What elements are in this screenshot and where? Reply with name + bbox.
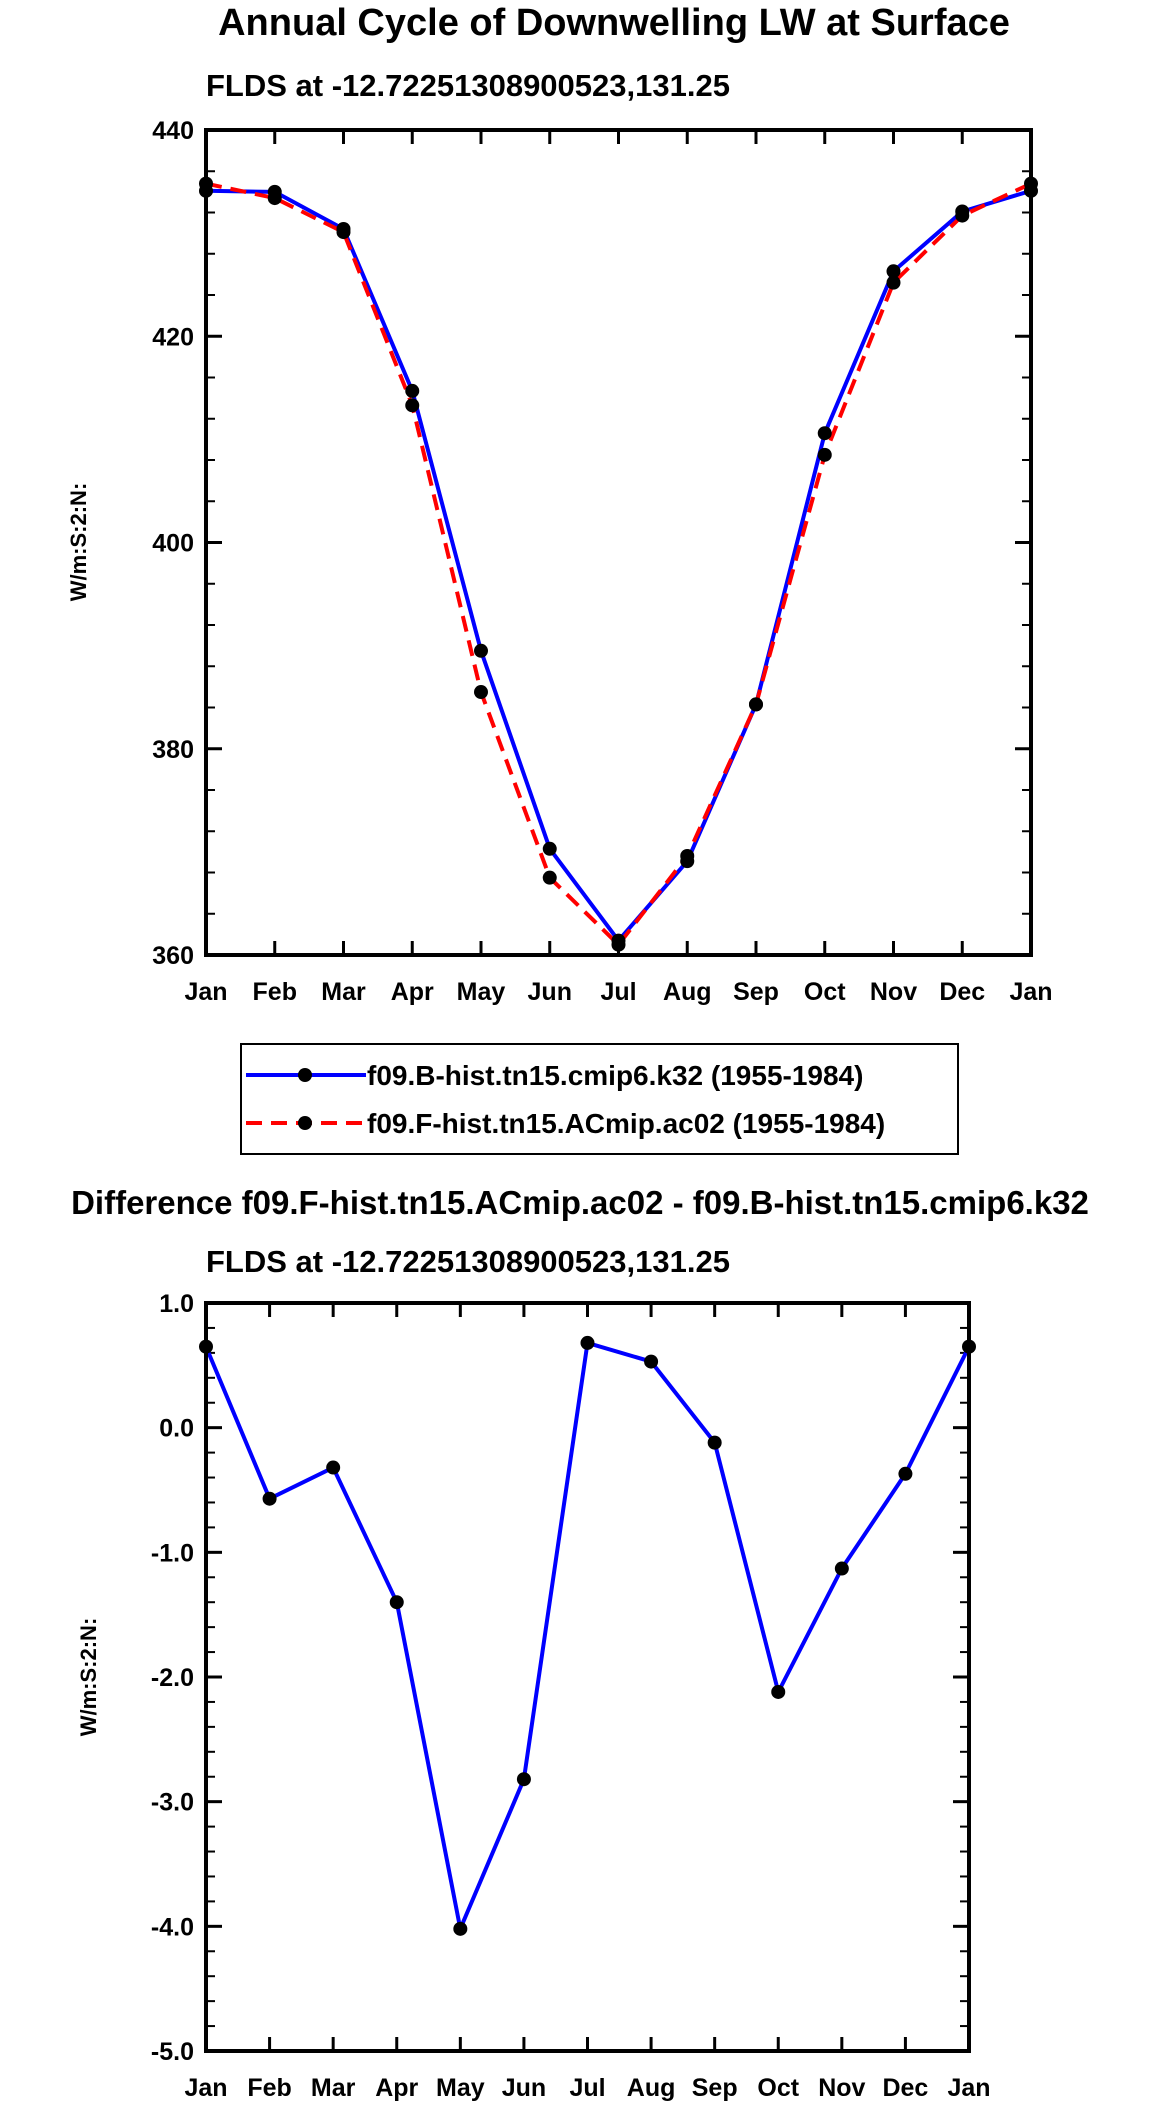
x-tick-label: Jul: [569, 2074, 605, 2102]
x-tick-label: Jan: [1009, 978, 1052, 1006]
x-tick-label: Sep: [692, 2074, 738, 2102]
data-point-1: [389, 1595, 404, 1610]
y-tick-label: -1.0: [151, 1539, 194, 1567]
x-tick-label: Sep: [733, 978, 779, 1006]
legend-marker-series-1: [298, 1068, 312, 1082]
data-point-1: [516, 1772, 531, 1787]
x-tick-label: May: [457, 978, 506, 1006]
y-tick-label: 440: [152, 117, 194, 145]
y-axis-label: W/m:S:2:N:: [76, 1618, 101, 1737]
data-point-1: [542, 841, 557, 856]
x-tick-label: Jan: [184, 978, 227, 1006]
chart2-plot: Jan Feb Mar Apr May Jun Jul Aug Sep Oct Nov Dec Jan -…: [76, 1290, 991, 2102]
data-point-1: [834, 1561, 849, 1576]
data-point-1: [771, 1684, 786, 1699]
x-tick-label: Jan: [184, 2074, 227, 2102]
data-point-2: [611, 937, 626, 952]
chart1-title: Annual Cycle of Downwelling LW at Surfac…: [218, 2, 1010, 44]
y-tick-label: -5.0: [151, 2038, 194, 2066]
y-tick-label: 1.0: [159, 1290, 194, 1318]
data-point-1: [405, 383, 420, 398]
x-tick-label: Dec: [882, 2074, 928, 2102]
legend-label-series-2: f09.F-hist.tn15.ACmip.ac02 (1955-1984): [367, 1108, 885, 1139]
data-point-2: [955, 208, 970, 223]
x-tick-label: Dec: [939, 978, 985, 1006]
data-point-2: [474, 685, 488, 700]
x-tick-label: Feb: [247, 2074, 291, 2102]
x-tick-label: Jul: [600, 978, 636, 1006]
data-point-1: [886, 264, 901, 279]
y-tick-label: 0.0: [159, 1415, 194, 1443]
x-tick-label: Apr: [391, 978, 434, 1006]
legend-box: [240, 1043, 959, 1155]
chart1-legend: f09.B-hist.tn15.cmip6.k32 (1955-1984) f0…: [240, 1043, 959, 1155]
y-tick-label: -2.0: [151, 1664, 194, 1692]
legend-marker-series-2: [298, 1116, 312, 1130]
data-point-2: [542, 870, 557, 885]
plot-frame: [204, 128, 1033, 957]
series-line-1: [205, 188, 1032, 943]
y-axis-label: W/m:S:2:N:: [66, 483, 91, 602]
chart2-title: Difference f09.F-hist.tn15.ACmip.ac02 - …: [71, 1184, 1089, 1221]
chart2-subtitle: FLDS at -12.72251308900523,131.25: [206, 1244, 730, 1279]
data-point-2: [267, 191, 282, 206]
y-tick-label: 380: [152, 736, 194, 764]
data-point-2: [405, 398, 420, 413]
y-tick-label: 420: [152, 323, 194, 351]
x-tick-label: Apr: [375, 2074, 418, 2102]
y-tick-label: 400: [152, 530, 194, 558]
chart1-plot: Jan Feb Mar Apr May Jun Jul Aug Sep Oct Nov Dec Jan 3…: [66, 117, 1053, 1006]
data-point-1: [707, 1435, 722, 1450]
y-tick-label: 360: [152, 942, 194, 970]
x-tick-label: Oct: [804, 978, 846, 1006]
y-tick-label: -4.0: [151, 1913, 194, 1941]
x-tick-label: Aug: [627, 2074, 676, 2102]
y-tick-label: -3.0: [151, 1789, 194, 1817]
legend-label-series-1: f09.B-hist.tn15.cmip6.k32 (1955-1984): [367, 1060, 863, 1091]
data-point-2: [886, 275, 901, 290]
x-tick-label: Nov: [818, 2074, 865, 2102]
x-tick-label: Feb: [253, 978, 297, 1006]
data-point-1: [580, 1335, 595, 1350]
chart1-subtitle: FLDS at -12.72251308900523,131.25: [206, 68, 730, 103]
series-line-2: [205, 181, 1032, 947]
x-tick-label: Jun: [502, 2074, 546, 2102]
data-point-1: [817, 426, 832, 441]
x-tick-label: Nov: [870, 978, 917, 1006]
data-point-1: [898, 1466, 913, 1481]
data-point-1: [474, 643, 488, 658]
data-point-1: [644, 1354, 659, 1369]
data-point-1: [326, 1460, 341, 1475]
data-point-1: [453, 1921, 468, 1936]
x-tick-label: Jun: [528, 978, 572, 1006]
data-point-2: [680, 849, 695, 863]
data-point-2: [749, 697, 763, 712]
x-tick-label: May: [436, 2074, 485, 2102]
data-point-2: [336, 225, 351, 240]
series-line-1: [204, 1340, 971, 1931]
x-tick-label: Mar: [311, 2074, 356, 2102]
plot-frame: [204, 1301, 971, 2053]
x-tick-label: Jan: [947, 2074, 990, 2102]
x-tick-label: Oct: [757, 2074, 799, 2102]
x-tick-label: Mar: [321, 978, 366, 1006]
data-point-1: [262, 1491, 277, 1506]
data-point-2: [817, 447, 832, 462]
x-tick-label: Aug: [663, 978, 712, 1006]
